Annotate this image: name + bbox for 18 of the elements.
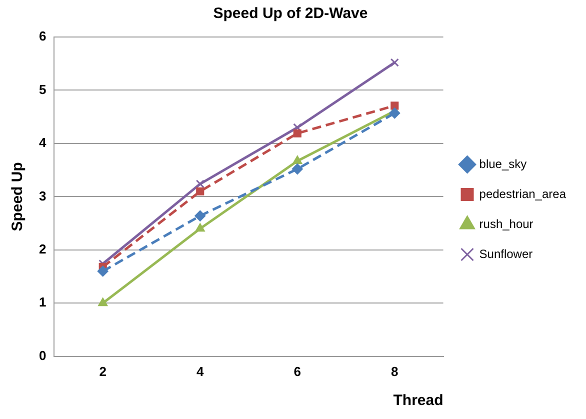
x-tick-label: 2 [99, 364, 106, 379]
legend-label: blue_sky [479, 156, 527, 171]
y-tick-label: 2 [38, 242, 46, 257]
x-tick-label: 6 [294, 364, 301, 379]
legend-label: pedestrian_area [479, 186, 566, 201]
x-axis-title: Thread [393, 392, 444, 410]
y-tick-label: 5 [38, 82, 46, 97]
y-tick-label: 0 [38, 348, 46, 363]
y-tick-label: 3 [38, 188, 46, 204]
x-tick-label: 4 [196, 364, 205, 379]
legend-label: Sunflower [479, 246, 533, 261]
legend-label: rush_hour [479, 216, 534, 231]
x-tick-label: 8 [391, 364, 398, 379]
y-tick-label: 4 [38, 135, 47, 150]
y-tick-label: 6 [38, 28, 46, 44]
y-tick-label: 1 [38, 294, 46, 310]
y-axis-title: Speed Up [9, 162, 26, 232]
chart-title: Speed Up of 2D-Wave [213, 5, 368, 22]
